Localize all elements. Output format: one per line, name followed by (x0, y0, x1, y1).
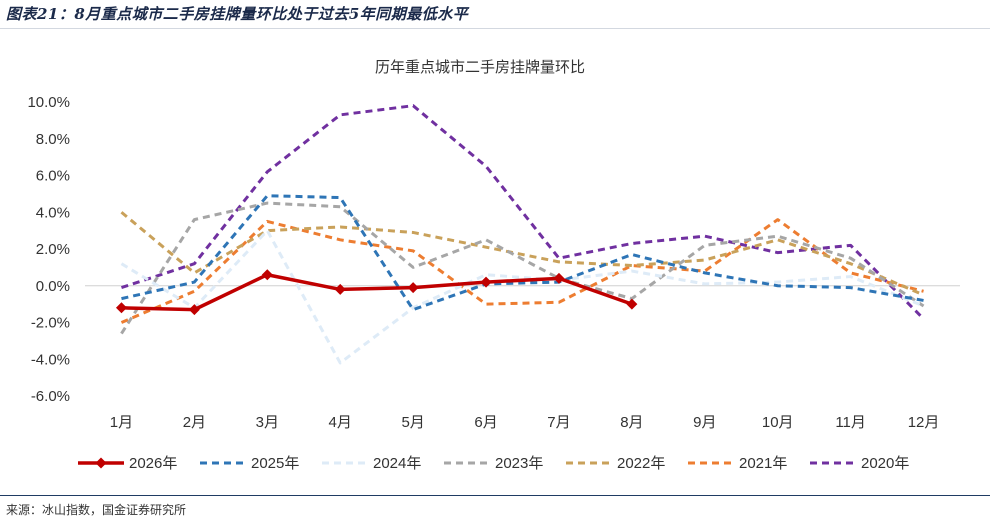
x-tick-label: 11月 (835, 414, 866, 431)
y-tick-label: -4.0% (31, 351, 70, 368)
data-point (188, 304, 200, 316)
data-point (334, 283, 346, 295)
y-tick-label: 8.0% (36, 131, 70, 148)
series-line-2024年 (120, 229, 925, 365)
data-point (553, 272, 565, 284)
data-point (626, 298, 638, 310)
legend-label: 2022年 (617, 455, 665, 472)
y-tick-label: -2.0% (31, 315, 70, 332)
legend: 2026年 2025年 2024年 2023年 2022年 2021年 2020年 (78, 455, 909, 472)
top-divider (0, 28, 990, 29)
data-point (115, 302, 127, 314)
x-tick-label: 1月 (110, 414, 133, 431)
x-tick-label: 8月 (620, 414, 643, 431)
y-tick-label: -6.0% (31, 388, 70, 405)
x-tick-label: 12月 (908, 414, 940, 431)
y-tick-label: 4.0% (36, 204, 70, 221)
legend-label: 2020年 (861, 455, 909, 472)
legend-label: 2024年 (373, 455, 421, 472)
data-point (407, 282, 419, 294)
y-tick-label: 6.0% (36, 168, 70, 185)
figure-title: 图表21：8月重点城市二手房挂牌量环比处于过去5年同期最低水平 (6, 5, 469, 23)
x-tick-label: 3月 (256, 414, 279, 431)
data-point (261, 269, 273, 281)
x-tick-label: 2月 (183, 414, 206, 431)
legend-label: 2021年 (739, 455, 787, 472)
bottom-divider (0, 495, 990, 496)
y-axis: -6.0% -4.0% -2.0% 0.0% 2.0% 4.0% 6.0% 8.0% 10.0% (27, 94, 70, 405)
series-line-2026年 (121, 272, 633, 312)
legend-marker (95, 457, 107, 469)
x-tick-label: 5月 (401, 414, 424, 431)
x-tick-label: 9月 (693, 414, 716, 431)
series-line-2025年 (121, 194, 924, 312)
plot-area (115, 104, 925, 365)
series-line-2022年 (120, 211, 925, 297)
y-tick-label: 2.0% (36, 241, 70, 258)
legend-label: 2023年 (495, 455, 543, 472)
data-point (480, 276, 492, 288)
series-line-2023年 (120, 201, 925, 335)
legend-label: 2025年 (251, 455, 299, 472)
series-line-2021年 (120, 218, 924, 324)
x-axis: 1月 2月 3月 4月 5月 6月 7月 8月 9月 10月 11月 12月 (85, 285, 960, 431)
series-line-2020年 (120, 104, 925, 320)
x-tick-label: 4月 (329, 414, 352, 431)
x-tick-label: 6月 (474, 414, 497, 431)
legend-label: 2026年 (129, 455, 177, 472)
chart-title: 历年重点城市二手房挂牌量环比 (375, 59, 585, 76)
source-note: 来源：冰山指数，国金证券研究所 (6, 503, 187, 517)
x-tick-label: 10月 (762, 414, 794, 431)
y-tick-label: 0.0% (36, 278, 70, 295)
y-tick-label: 10.0% (27, 94, 70, 111)
x-tick-label: 7月 (547, 414, 570, 431)
